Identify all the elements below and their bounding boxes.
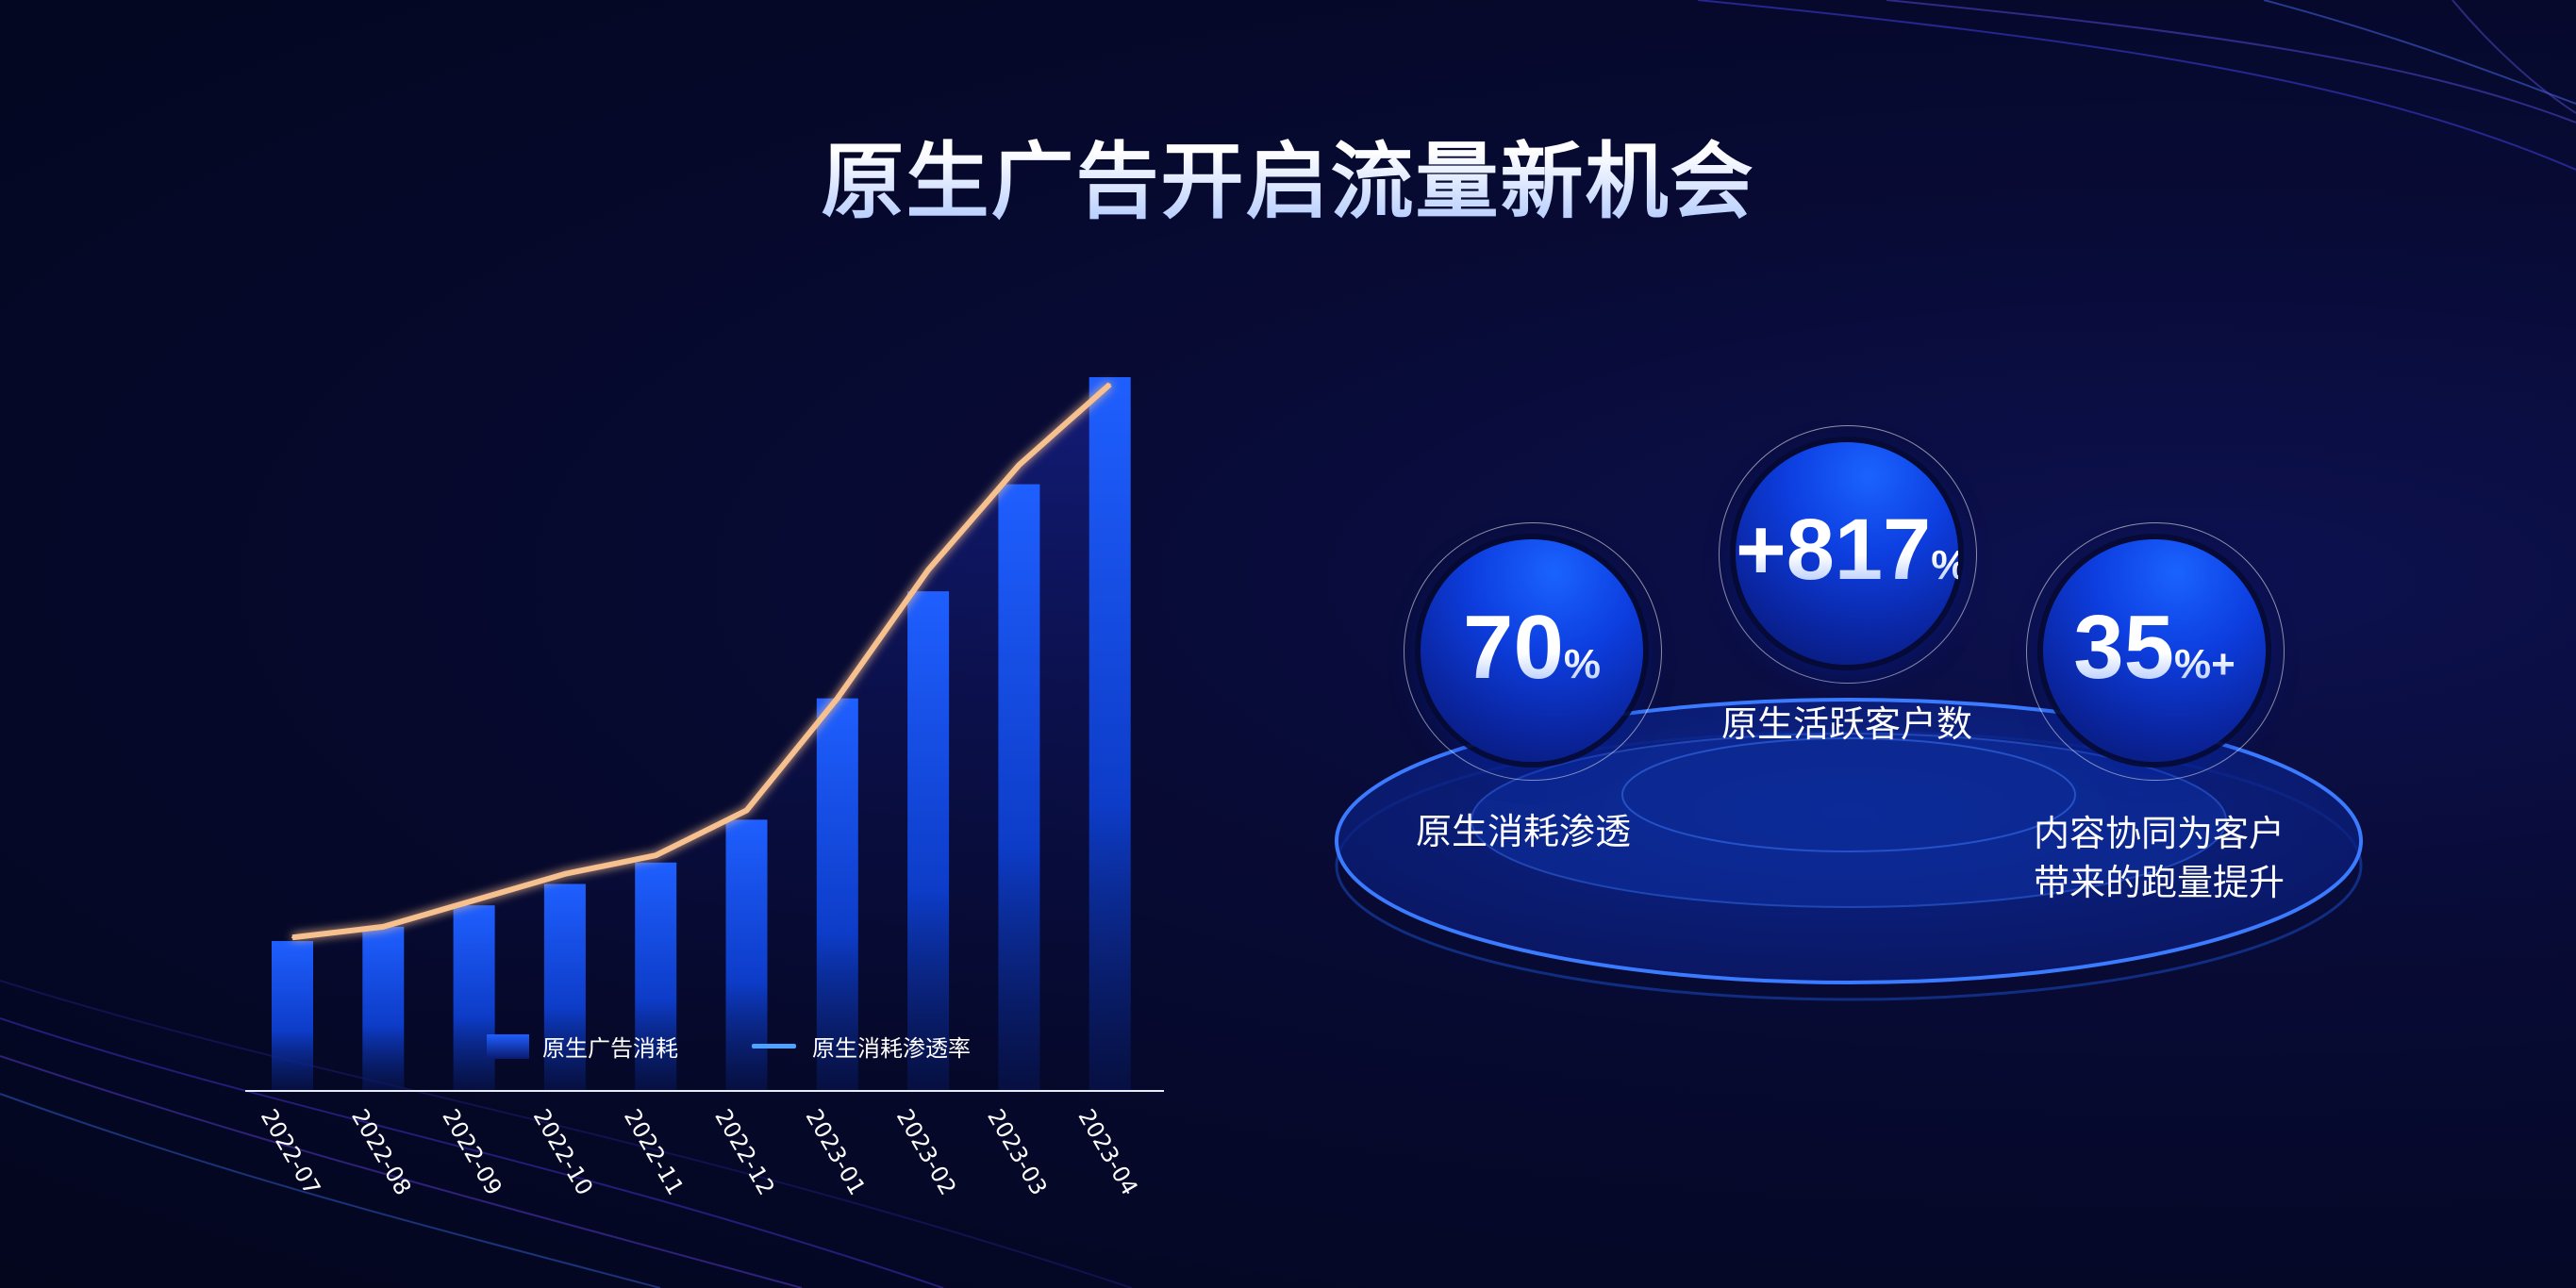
legend-line-label: 原生消耗渗透率: [812, 1035, 971, 1062]
stat-label-line-2: 带来的跑量提升: [2033, 862, 2285, 903]
x-tick-label: 2022-11: [619, 1105, 689, 1200]
legend-line-swatch: [752, 1044, 796, 1049]
stat-value: 70: [1463, 597, 1564, 698]
line-point-2022-10: [563, 872, 566, 875]
x-tick-label: 2023-01: [801, 1105, 871, 1200]
x-tick-label: 2023-02: [891, 1105, 961, 1200]
line-point-2022-11: [655, 854, 657, 857]
stat-circle: +817%: [1736, 442, 1958, 665]
bar-2022-08: [362, 926, 405, 1091]
page-title: 原生广告开启流量新机会: [0, 115, 2576, 235]
line-point-2023-04: [1108, 383, 1111, 386]
stat-unit: %: [1931, 542, 1969, 588]
bar-2023-04: [1089, 377, 1131, 1091]
stat-unit: %+: [2173, 641, 2235, 687]
bar-2022-11: [635, 862, 677, 1091]
line-area: [292, 384, 1110, 1091]
stat-value: +817: [1736, 502, 1932, 598]
legend-bar-label: 原生广告消耗: [542, 1035, 678, 1062]
line-point-2022-12: [745, 809, 748, 812]
legend-bar-swatch: [487, 1033, 529, 1059]
bar-2023-01: [816, 698, 858, 1091]
x-tick-label: 2022-09: [437, 1105, 507, 1200]
bar-2023-02: [907, 591, 950, 1091]
line-point-2023-02: [927, 569, 930, 571]
stat-ring: [1719, 425, 1977, 684]
stat-circle: 70%: [1421, 539, 1643, 762]
bar-2022-07: [272, 941, 313, 1091]
line-point-2023-03: [1018, 464, 1021, 467]
x-tick-label: 2022-10: [528, 1105, 598, 1200]
x-tick-label: 2022-12: [709, 1105, 779, 1200]
penetration-line: [291, 382, 1112, 941]
line-point-2022-07: [291, 936, 293, 939]
chart-legend: 原生广告消耗 原生消耗渗透率: [487, 1030, 971, 1063]
stat-unit: %: [1563, 641, 1601, 687]
bar-2022-09: [453, 905, 495, 1091]
stat-circle: 35%+: [2043, 539, 2266, 762]
stat-label: 原生活跃客户数: [1720, 703, 1973, 745]
line-point-2022-09: [473, 899, 475, 901]
stat-ring: [2026, 522, 2285, 781]
x-tick-label: 2023-04: [1072, 1105, 1142, 1200]
x-tick-label: 2022-07: [256, 1105, 325, 1200]
bar-2023-03: [998, 484, 1040, 1091]
stat-label: 原生消耗渗透: [1415, 811, 1632, 852]
stat-ring: [1404, 522, 1662, 781]
stat-value: 35: [2073, 597, 2174, 698]
stat-label-line-1: 内容协同为客户: [2033, 813, 2285, 854]
x-tick-label: 2022-08: [346, 1105, 416, 1200]
line-point-2022-08: [382, 925, 385, 928]
bar-2022-10: [543, 883, 586, 1091]
x-tick-label: 2023-03: [982, 1105, 1052, 1200]
line-point-2023-01: [836, 697, 839, 700]
